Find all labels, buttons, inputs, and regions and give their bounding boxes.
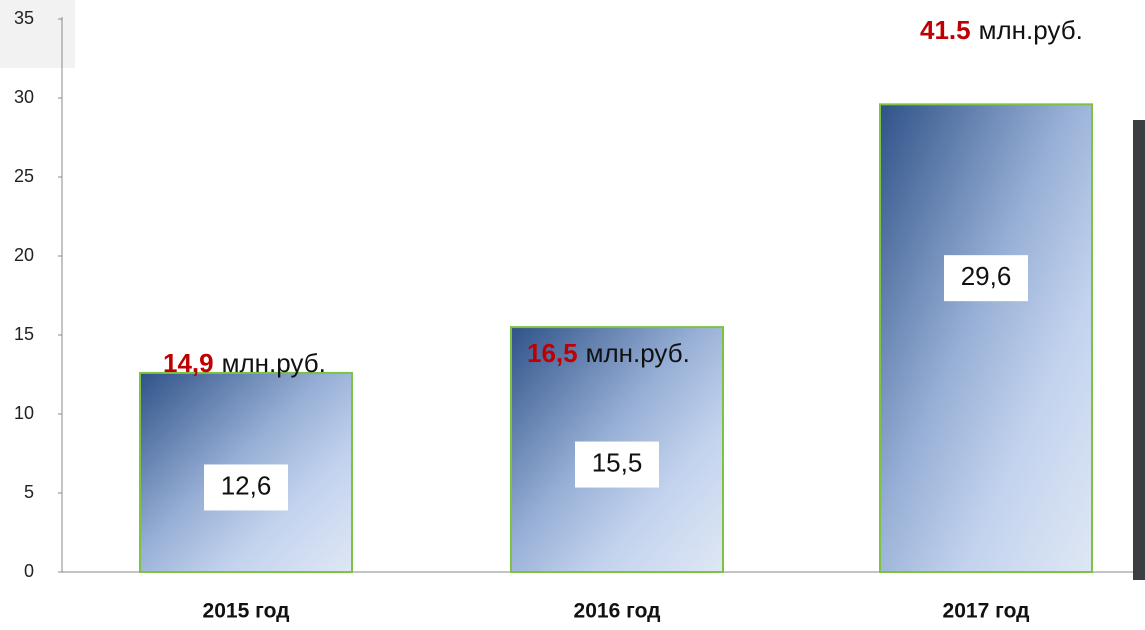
y-tick-label: 15 (14, 324, 34, 344)
annotation: 41.5 млн.руб. (920, 15, 1083, 45)
annotation-unit: млн.руб. (979, 15, 1083, 45)
value-label-box (575, 441, 659, 488)
value-label: 15,5 (592, 447, 643, 477)
y-tick-label: 30 (14, 87, 34, 107)
annotation: 16,5 млн.руб. (527, 338, 690, 368)
annotation: 14,9 млн.руб. (163, 348, 326, 378)
value-label-box (204, 464, 288, 511)
corner-panel (0, 0, 75, 68)
x-tick-label: 2017 год (943, 600, 1030, 623)
annotation-amount: 16,5 (527, 338, 578, 368)
x-tick-label: 2016 год (574, 600, 661, 623)
annotation-unit: млн.руб. (222, 348, 326, 378)
photo-edge (1133, 120, 1145, 580)
annotation-amount: 41.5 (920, 15, 971, 45)
bar (879, 103, 1093, 573)
y-tick-label: 5 (24, 482, 34, 502)
y-tick-label: 10 (14, 403, 34, 423)
y-tick-label: 25 (14, 166, 34, 186)
x-tick-label: 2015 год (203, 600, 290, 623)
annotation-unit: млн.руб. (586, 338, 690, 368)
annotation-amount: 14,9 (163, 348, 214, 378)
value-label-box (944, 255, 1028, 302)
y-tick-label: 20 (14, 245, 34, 265)
value-label: 12,6 (221, 470, 272, 500)
value-label: 29,6 (961, 261, 1012, 291)
y-tick-label: 0 (24, 561, 34, 581)
y-tick-label: 35 (14, 8, 34, 28)
